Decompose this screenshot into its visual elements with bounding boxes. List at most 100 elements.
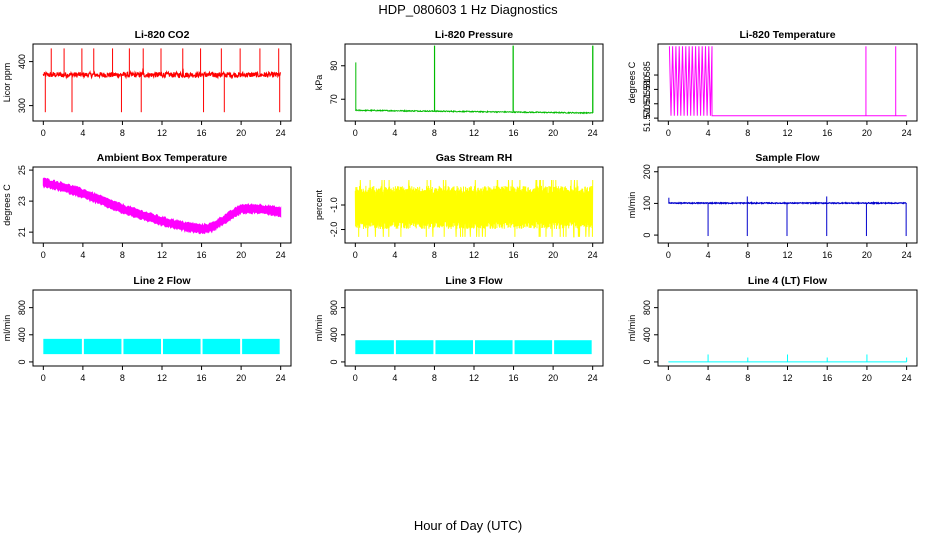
x-tick-label: 12: [782, 373, 792, 383]
y-tick-label: 800: [329, 300, 339, 315]
x-tick-label: 0: [353, 128, 358, 138]
x-tick-label: 0: [666, 250, 671, 260]
y-tick-label: 0: [642, 359, 652, 364]
x-tick-label: 20: [236, 128, 246, 138]
x-tick-label: 20: [236, 373, 246, 383]
x-tick-label: 16: [822, 373, 832, 383]
panel-title: Li-820 CO2: [135, 29, 190, 41]
y-tick-label: -2.0: [329, 222, 339, 238]
x-tick-label: 8: [120, 250, 125, 260]
x-tick-label: 8: [120, 373, 125, 383]
panel-title: Li-820 Pressure: [435, 29, 513, 41]
x-tick-label: 20: [862, 373, 872, 383]
panel-title: Ambient Box Temperature: [97, 152, 228, 164]
flow-band-segment: [163, 338, 201, 355]
x-tick-label: 12: [157, 250, 167, 260]
y-tick-label: 0: [642, 233, 652, 238]
x-tick-label: 0: [353, 373, 358, 383]
flow-band-segment: [395, 340, 434, 355]
x-tick-label: 16: [822, 128, 832, 138]
x-tick-label: 8: [432, 250, 437, 260]
y-tick-label: 800: [642, 300, 652, 315]
x-tick-label: 20: [548, 128, 558, 138]
y-tick-label: 400: [642, 327, 652, 342]
y-tick-label: 100: [642, 196, 652, 211]
co2-line: [42, 68, 281, 80]
data-series: [355, 340, 592, 355]
flow-band-segment: [242, 338, 280, 355]
panel-7: Line 2 Flow ml/min 0 4 8 12 16 20 24 0 400 800: [2, 275, 292, 383]
plot-frame: [344, 289, 604, 367]
x-tick-label: 20: [548, 250, 558, 260]
panel-9: Line 4 (LT) Flow ml/min 0 4 8 12 16 20 24 0 400 800: [627, 275, 918, 383]
y-tick-label: 400: [17, 54, 27, 69]
x-tick-label: 24: [902, 250, 912, 260]
x-tick-label: 4: [706, 128, 711, 138]
plot-frame: [344, 43, 604, 122]
chart-main-title: HDP_080603 1 Hz Diagnostics: [378, 2, 558, 17]
y-tick-label: 70: [329, 94, 339, 104]
data-series: [355, 45, 594, 115]
x-tick-label: 16: [197, 373, 207, 383]
x-tick-label: 24: [276, 373, 286, 383]
y-tick-label: 80: [329, 61, 339, 71]
x-tick-label: 24: [902, 128, 912, 138]
panel-title: Sample Flow: [755, 152, 820, 164]
data-series: [668, 196, 907, 237]
panel-1: Li-820 CO2 Licor ppm 0 4 8 12 16 20 24 300 400: [2, 29, 292, 138]
y-tick-label: 23: [17, 196, 27, 206]
x-tick-label: 4: [80, 373, 85, 383]
x-tick-label: 24: [588, 250, 598, 260]
flow-band-segment: [435, 340, 473, 355]
temperature-band: [42, 177, 282, 235]
data-series: [354, 179, 594, 238]
rh-line: [354, 179, 594, 238]
x-tick-label: 24: [588, 373, 598, 383]
y-tick-label: 800: [17, 300, 27, 315]
panel-5: Gas Stream RH percent 0 4 8 12 16 20 24 -2.0 -1.0: [314, 152, 604, 260]
x-tick-label: 12: [469, 373, 479, 383]
x-tick-label: 8: [745, 373, 750, 383]
y-tick-label: 400: [329, 327, 339, 342]
x-tick-label: 20: [862, 128, 872, 138]
panel-4: Ambient Box Temperature degrees C 0 4 8 12 16 2…: [2, 152, 292, 260]
x-tick-label: 4: [392, 128, 397, 138]
y-tick-label: 21: [17, 227, 27, 237]
temperature-line: [668, 46, 907, 117]
y-axis-label: ml/min: [314, 315, 324, 342]
x-tick-label: 4: [392, 250, 397, 260]
x-tick-label: 4: [706, 373, 711, 383]
y-tick-label: 300: [17, 98, 27, 113]
x-tick-label: 24: [276, 128, 286, 138]
flow-band-segment: [475, 340, 513, 355]
x-tick-label: 20: [862, 250, 872, 260]
y-axis-label: degrees C: [2, 184, 12, 226]
pressure-line: [355, 108, 594, 115]
x-tick-label: 12: [469, 250, 479, 260]
panel-8: Line 3 Flow ml/min 0 4 8 12 16 20 24 0 400 800: [314, 275, 604, 383]
y-tick-label: 400: [17, 327, 27, 342]
y-tick-label: 51.580: [642, 76, 652, 104]
x-tick-label: 8: [432, 128, 437, 138]
x-tick-label: 12: [782, 128, 792, 138]
data-series: [668, 354, 908, 363]
x-tick-label: 16: [822, 250, 832, 260]
x-tick-label: 0: [41, 373, 46, 383]
y-axis-label: ml/min: [627, 315, 637, 342]
x-tick-label: 4: [392, 373, 397, 383]
flow-band-segment: [355, 340, 394, 355]
panel-title: Line 2 Flow: [133, 275, 191, 287]
data-series: [668, 46, 907, 117]
panel-6: Sample Flow ml/min 0 4 8 12 16 20 24 0 100 200: [627, 152, 918, 260]
x-tick-label: 0: [666, 373, 671, 383]
x-tick-label: 0: [666, 128, 671, 138]
x-tick-label: 8: [432, 373, 437, 383]
flow-band-segment: [123, 338, 161, 355]
x-tick-label: 12: [157, 128, 167, 138]
x-tick-label: 8: [745, 250, 750, 260]
x-tick-label: 4: [80, 128, 85, 138]
x-tick-label: 8: [745, 128, 750, 138]
panel-3: Li-820 Temperature degrees C 0 4 8 12 16 20 24 51…: [627, 29, 918, 138]
x-tick-label: 0: [41, 128, 46, 138]
flow-band-segment: [554, 340, 592, 355]
